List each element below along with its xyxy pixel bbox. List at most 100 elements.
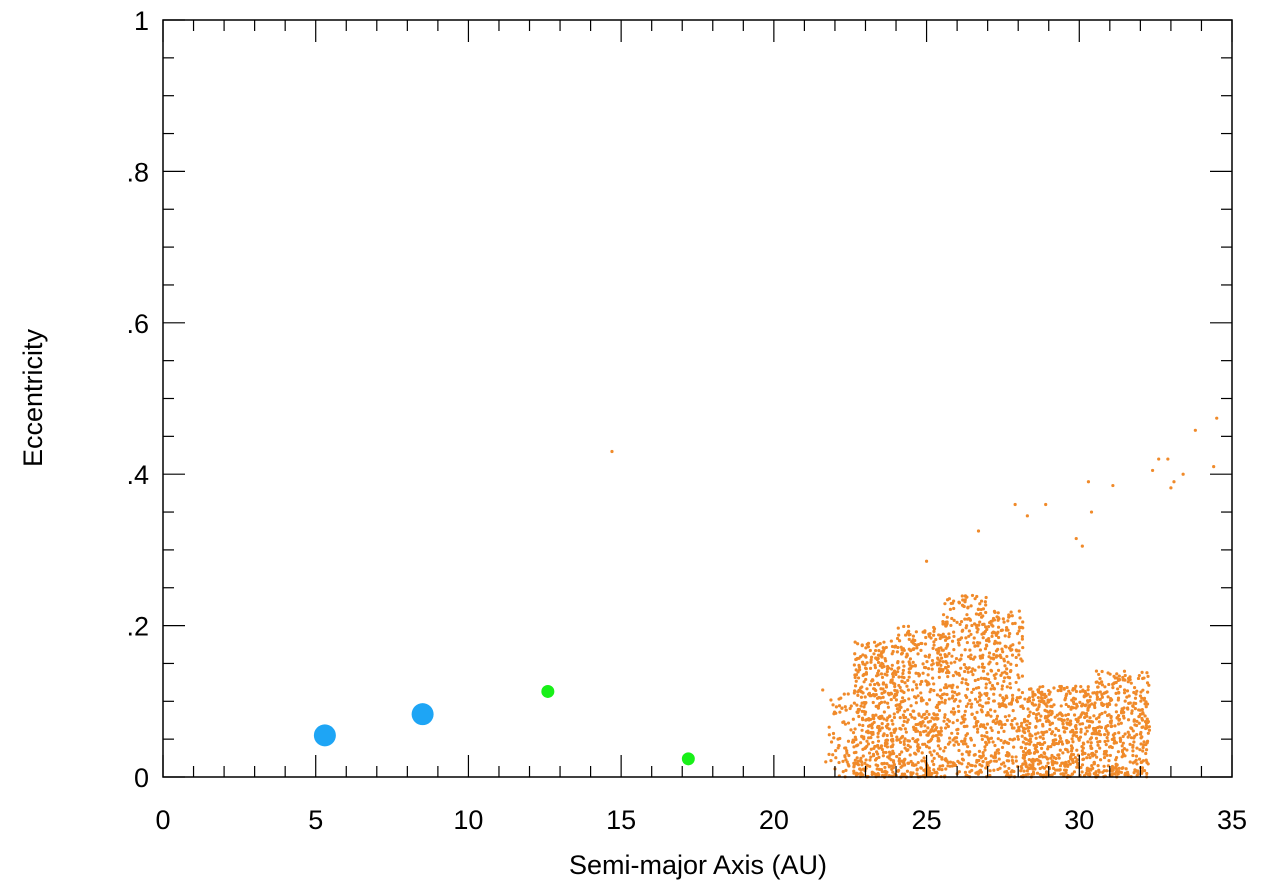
data-point	[900, 648, 904, 652]
data-point	[965, 765, 969, 769]
data-point	[907, 739, 911, 743]
data-point	[1096, 773, 1100, 777]
data-point	[963, 617, 967, 621]
data-point	[995, 714, 1000, 718]
data-point	[862, 680, 866, 684]
data-point	[1009, 668, 1013, 673]
data-point	[1031, 770, 1036, 774]
data-point	[999, 673, 1003, 678]
data-point	[1120, 766, 1124, 771]
data-point	[1049, 745, 1053, 749]
data-point	[897, 757, 901, 761]
data-point	[1010, 718, 1014, 723]
data-point	[870, 726, 874, 730]
data-point	[897, 639, 902, 643]
data-point	[871, 754, 876, 758]
data-point	[1079, 713, 1083, 717]
data-point	[1078, 700, 1082, 704]
data-point	[968, 770, 972, 774]
data-point	[919, 691, 923, 695]
data-point	[1017, 609, 1021, 613]
data-point	[1033, 692, 1037, 697]
data-point	[904, 655, 908, 659]
data-point	[964, 626, 968, 630]
data-point	[895, 754, 899, 759]
data-point	[861, 754, 865, 758]
data-point	[993, 752, 997, 757]
data-point	[1075, 765, 1079, 769]
data-point	[916, 672, 920, 676]
data-point	[980, 734, 984, 738]
data-point	[1064, 692, 1069, 696]
data-point	[1000, 671, 1004, 675]
data-point	[960, 681, 964, 685]
data-point	[852, 761, 856, 765]
data-point	[1088, 695, 1092, 699]
data-point	[1010, 758, 1014, 763]
data-point	[967, 753, 971, 757]
data-point	[1032, 743, 1036, 747]
data-point	[1020, 674, 1025, 678]
data-point	[1002, 679, 1006, 683]
data-point	[1141, 745, 1145, 750]
data-point	[1140, 716, 1144, 721]
data-point	[1034, 716, 1038, 720]
data-point	[880, 665, 884, 669]
data-point	[978, 768, 983, 772]
data-point	[1072, 733, 1076, 737]
data-point	[1067, 759, 1071, 764]
data-point	[914, 630, 918, 634]
data-point	[996, 748, 1000, 752]
data-point	[885, 670, 889, 674]
data-point	[980, 656, 985, 660]
data-point	[1005, 718, 1009, 723]
data-point	[1040, 730, 1044, 734]
data-point	[963, 594, 968, 598]
data-point	[928, 773, 932, 777]
data-point	[1134, 723, 1139, 728]
data-point	[864, 758, 868, 762]
data-point	[1054, 756, 1058, 761]
data-point	[1144, 758, 1148, 762]
data-point	[1212, 465, 1216, 469]
data-point	[900, 696, 905, 700]
data-point	[984, 610, 988, 615]
data-point	[871, 740, 875, 745]
data-point	[891, 770, 895, 774]
data-point	[860, 716, 865, 720]
data-point	[838, 710, 842, 714]
data-point	[1103, 685, 1107, 689]
data-point	[957, 709, 961, 713]
data-point	[1065, 721, 1069, 725]
data-point	[911, 638, 915, 642]
data-point	[1074, 689, 1079, 694]
data-point	[1035, 771, 1040, 775]
data-point	[973, 764, 978, 768]
data-point	[1004, 625, 1009, 630]
data-point	[911, 771, 915, 775]
data-point	[1086, 772, 1090, 776]
data-point	[912, 647, 916, 651]
data-point	[1060, 714, 1064, 718]
data-point	[999, 720, 1003, 724]
data-point	[978, 648, 983, 652]
data-point	[852, 663, 856, 667]
data-point	[985, 644, 989, 648]
data-point	[933, 728, 938, 732]
data-point	[1133, 768, 1137, 772]
data-point	[992, 692, 996, 696]
data-point	[986, 701, 990, 705]
data-point	[1023, 718, 1027, 723]
data-point	[938, 764, 942, 768]
data-point	[1072, 770, 1077, 774]
data-point	[889, 697, 893, 702]
data-point	[876, 724, 880, 729]
data-point	[898, 752, 902, 757]
data-point	[1086, 753, 1091, 757]
data-point	[1110, 764, 1115, 769]
data-point	[1070, 772, 1075, 776]
data-point	[1125, 695, 1129, 699]
data-point	[1003, 722, 1007, 727]
data-point	[1139, 742, 1143, 746]
data-point	[975, 700, 980, 704]
